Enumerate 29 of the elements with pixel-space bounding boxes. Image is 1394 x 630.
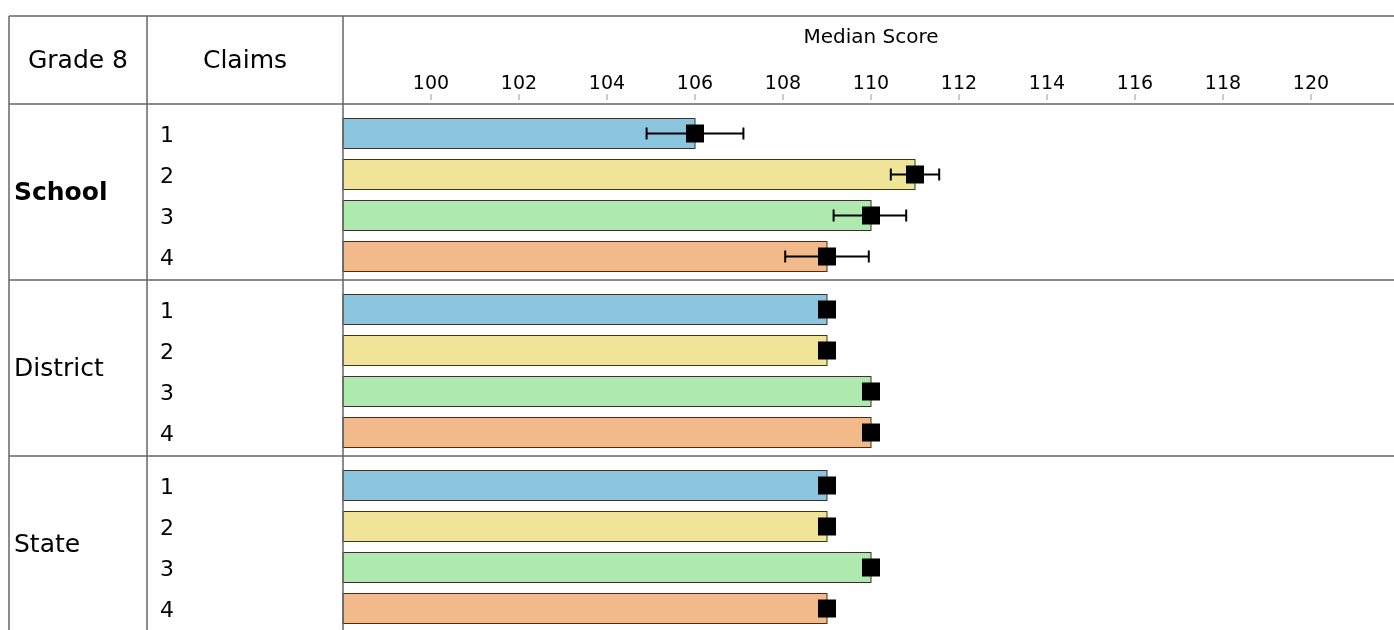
x-tick-label: 108 — [764, 71, 802, 93]
x-tick-label: 120 — [1292, 71, 1330, 93]
x-tick-label: 104 — [588, 71, 626, 93]
text: Grade 8 — [27, 45, 129, 74]
y-tick-label: 3 — [160, 379, 174, 405]
y-tick-label: 1 — [160, 121, 174, 147]
x-tick-label: 102 — [500, 71, 538, 93]
x-axis-title: Median Score — [803, 24, 939, 48]
y-tick-label: 2 — [160, 514, 174, 540]
x-tick-label: 100 — [412, 71, 450, 93]
text: District — [14, 353, 104, 382]
text: State — [14, 529, 81, 558]
y-tick-label: 1 — [160, 473, 174, 499]
y-tick-label: 4 — [160, 420, 174, 446]
x-tick-label: 116 — [1116, 71, 1154, 93]
y-tick-label: 1 — [160, 297, 174, 323]
y-tick-label: 2 — [160, 162, 174, 188]
y-tick-label: 4 — [160, 596, 174, 622]
text: School — [14, 177, 108, 206]
y-tick-label: 3 — [160, 555, 174, 581]
x-tick-label: 106 — [676, 71, 714, 93]
x-tick-label: 112 — [940, 71, 978, 93]
y-tick-label: 4 — [160, 244, 174, 270]
y-tick-label: 2 — [160, 338, 174, 364]
x-tick-label: 118 — [1204, 71, 1242, 93]
y-tick-label: 3 — [160, 203, 174, 229]
x-tick-label: 114 — [1028, 71, 1066, 93]
text: Claims — [202, 45, 288, 74]
x-tick-label: 110 — [852, 71, 890, 93]
